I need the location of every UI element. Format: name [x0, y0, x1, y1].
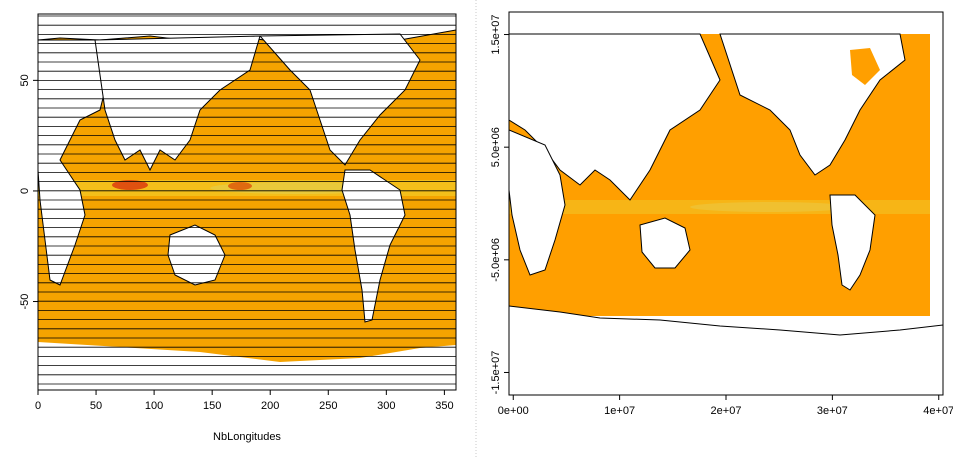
- left-map-panel: 0 50 100 150 200 250 300 350 -50 0 50 NbLongitudes: [19, 13, 457, 443]
- left-x-axis-title: NbLongitudes: [213, 431, 281, 443]
- right-land-europe-asia: [509, 33, 721, 201]
- right-y-tick-label: 5.0e+06: [490, 127, 502, 167]
- left-x-tick-label: 0: [35, 400, 41, 412]
- right-y-tick-label: -1.5e+07: [490, 351, 502, 395]
- left-latitude-lines: [38, 15, 456, 385]
- left-axes: 0 50 100 150 200 250 300 350 -50 0 50: [19, 74, 454, 412]
- right-land-africa: [509, 129, 566, 276]
- right-x-tick-label: 3e+07: [817, 405, 848, 417]
- left-land-north-america: [258, 33, 421, 166]
- left-x-tick-label: 350: [435, 400, 453, 412]
- left-y-tick-label: 50: [19, 74, 31, 86]
- left-x-tick-label: 150: [203, 400, 221, 412]
- right-y-tick-label: -5.0e+06: [490, 238, 502, 282]
- left-y-tick-label: -50: [19, 294, 31, 310]
- right-axes: 0e+00 1e+07 2e+07 3e+07 4e+07 -1.5e+07 -5.0e+0…: [490, 14, 953, 417]
- right-x-tick-label: 2e+07: [711, 405, 742, 417]
- right-hotspot-pacific: [690, 202, 850, 212]
- right-x-tick-label: 4e+07: [923, 405, 953, 417]
- right-land-antarctica: [509, 305, 943, 395]
- right-map-panel: 0e+00 1e+07 2e+07 3e+07 4e+07 -1.5e+07 -5.0e+0…: [490, 11, 953, 417]
- left-y-tick-label: 0: [19, 188, 31, 194]
- right-y-tick-label: 1.5e+07: [490, 14, 502, 54]
- right-x-tick-label: 1e+07: [604, 405, 635, 417]
- left-hotspot-indian: [112, 180, 148, 190]
- right-land-south-america: [829, 194, 876, 291]
- left-x-tick-label: 50: [90, 400, 102, 412]
- right-land-australia: [639, 217, 691, 269]
- left-x-tick-label: 200: [261, 400, 279, 412]
- right-x-tick-label: 0e+00: [498, 405, 529, 417]
- left-x-tick-label: 300: [377, 400, 395, 412]
- left-land-asia: [94, 35, 261, 172]
- right-arctic-patch: [850, 48, 880, 85]
- left-x-tick-label: 250: [319, 400, 337, 412]
- left-plot-frame: [37, 13, 457, 391]
- left-x-tick-label: 100: [145, 400, 163, 412]
- left-hotspot-pacific-peak: [228, 182, 252, 190]
- left-southern-ocean: [38, 335, 456, 362]
